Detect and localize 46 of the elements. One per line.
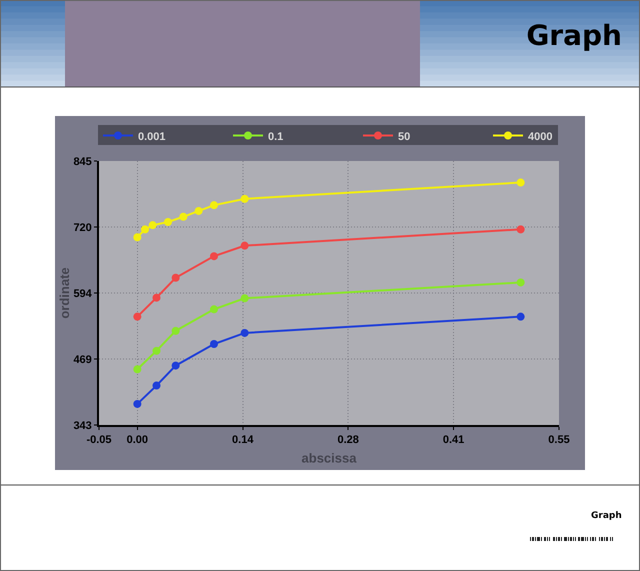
point — [516, 225, 525, 234]
y-tick-label: 845 — [73, 156, 92, 168]
point — [240, 294, 249, 302]
point — [152, 382, 160, 390]
point — [152, 346, 160, 355]
point — [240, 242, 249, 250]
y-tick-label: 469 — [73, 354, 92, 366]
y-axis-title: ordinate — [56, 267, 72, 319]
point — [516, 278, 525, 286]
x-tick-label: 0.55 — [548, 434, 570, 446]
point — [152, 294, 160, 302]
point — [172, 326, 180, 335]
legend-label: 0.001 — [138, 130, 166, 143]
x-axis-title: abscissa — [302, 450, 358, 466]
legend-label: 0.1 — [268, 130, 284, 143]
point — [164, 218, 172, 226]
chart-title: Graph — [526, 18, 622, 52]
point — [172, 274, 180, 282]
y-tick-label: 720 — [73, 222, 92, 234]
point — [141, 225, 149, 234]
point — [210, 340, 218, 348]
point — [148, 221, 157, 230]
y-tick-label: 343 — [73, 420, 92, 432]
point — [133, 312, 142, 321]
legend-label: 4000 — [528, 130, 552, 143]
point — [210, 252, 218, 260]
point — [516, 178, 525, 187]
legend-label: 50 — [398, 130, 410, 143]
point — [210, 305, 218, 314]
point — [240, 328, 249, 337]
y-tick-label: 594 — [73, 288, 93, 300]
point — [240, 194, 249, 203]
text: Graph — [591, 511, 622, 521]
x-tick-label: 0.41 — [442, 434, 464, 446]
point — [516, 312, 525, 321]
point — [194, 206, 203, 215]
point — [179, 212, 188, 221]
point — [133, 400, 142, 408]
x-tick-label: 0.00 — [126, 434, 148, 446]
point — [133, 365, 142, 374]
point — [133, 233, 142, 242]
point — [210, 201, 218, 210]
x-tick-label: 0.28 — [337, 434, 359, 446]
point — [172, 362, 180, 370]
x-tick-label: -0.05 — [86, 434, 112, 446]
x-tick-label: 0.14 — [232, 434, 254, 446]
